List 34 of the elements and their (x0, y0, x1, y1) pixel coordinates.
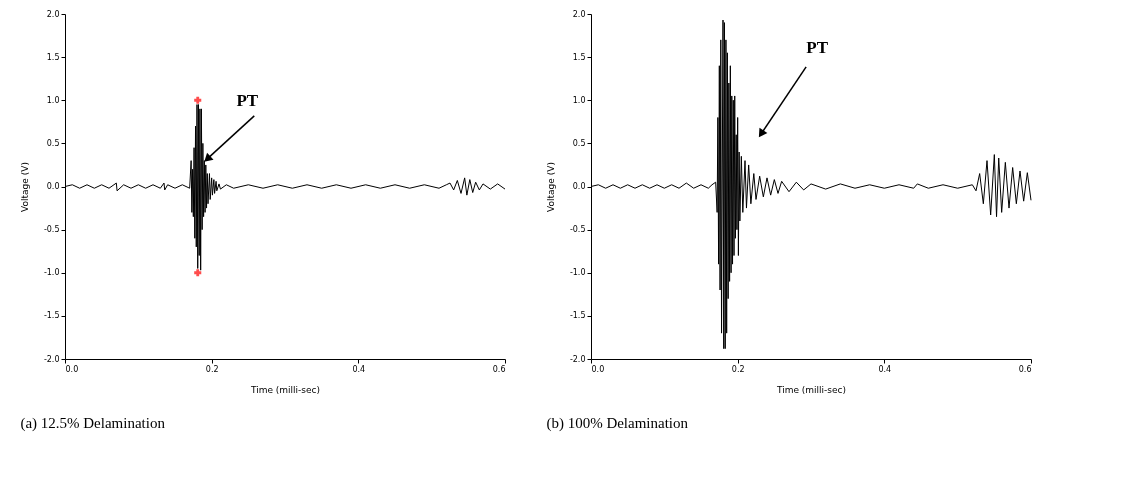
y-axis-title: Voltage (V) (545, 162, 556, 212)
y-tick-label: 1.5 (572, 52, 586, 62)
y-tick-label: 1.5 (46, 52, 60, 62)
annotation: PT (236, 90, 259, 110)
y-tick-label: 0.5 (572, 138, 586, 148)
y-tick-label: -1.5 (569, 311, 586, 321)
y-tick-label: 1.0 (572, 95, 586, 105)
x-tick-label: 0.4 (878, 364, 892, 374)
x-axis-title: Time (milli-sec) (249, 384, 321, 395)
y-tick-label: -1.5 (43, 311, 60, 321)
y-tick-label: -0.5 (569, 225, 586, 235)
x-tick-label: 0.4 (352, 364, 366, 374)
x-tick-label: 0.0 (591, 364, 605, 374)
y-tick-label: -1.0 (569, 268, 586, 278)
y-tick-label: -0.5 (43, 225, 60, 235)
y-tick-label: -1.0 (43, 268, 60, 278)
y-axis-title: Voltage (V) (19, 162, 30, 212)
y-tick-label: -2.0 (43, 354, 60, 364)
x-axis-title: Time (milli-sec) (775, 384, 847, 395)
y-tick-label: 0.0 (572, 182, 586, 191)
y-tick-label: 2.0 (46, 9, 60, 19)
text: (b) 100% Delamination (546, 415, 689, 432)
y-tick-label: -2.0 (569, 354, 586, 364)
y-tick-label: 0.5 (46, 138, 60, 148)
x-tick-label: 0.0 (65, 364, 79, 374)
annotation: PT (806, 37, 829, 57)
x-tick-label: 0.2 (731, 364, 745, 374)
x-tick-label: 0.2 (205, 364, 219, 374)
x-tick-label: 0.6 (1018, 364, 1032, 374)
y-tick-label: 2.0 (572, 9, 586, 19)
x-tick-label: 0.6 (492, 364, 506, 374)
y-tick-label: 0.0 (46, 182, 60, 191)
y-tick-label: 1.0 (46, 95, 60, 105)
text: (a) 12.5% Delamination (20, 415, 166, 432)
